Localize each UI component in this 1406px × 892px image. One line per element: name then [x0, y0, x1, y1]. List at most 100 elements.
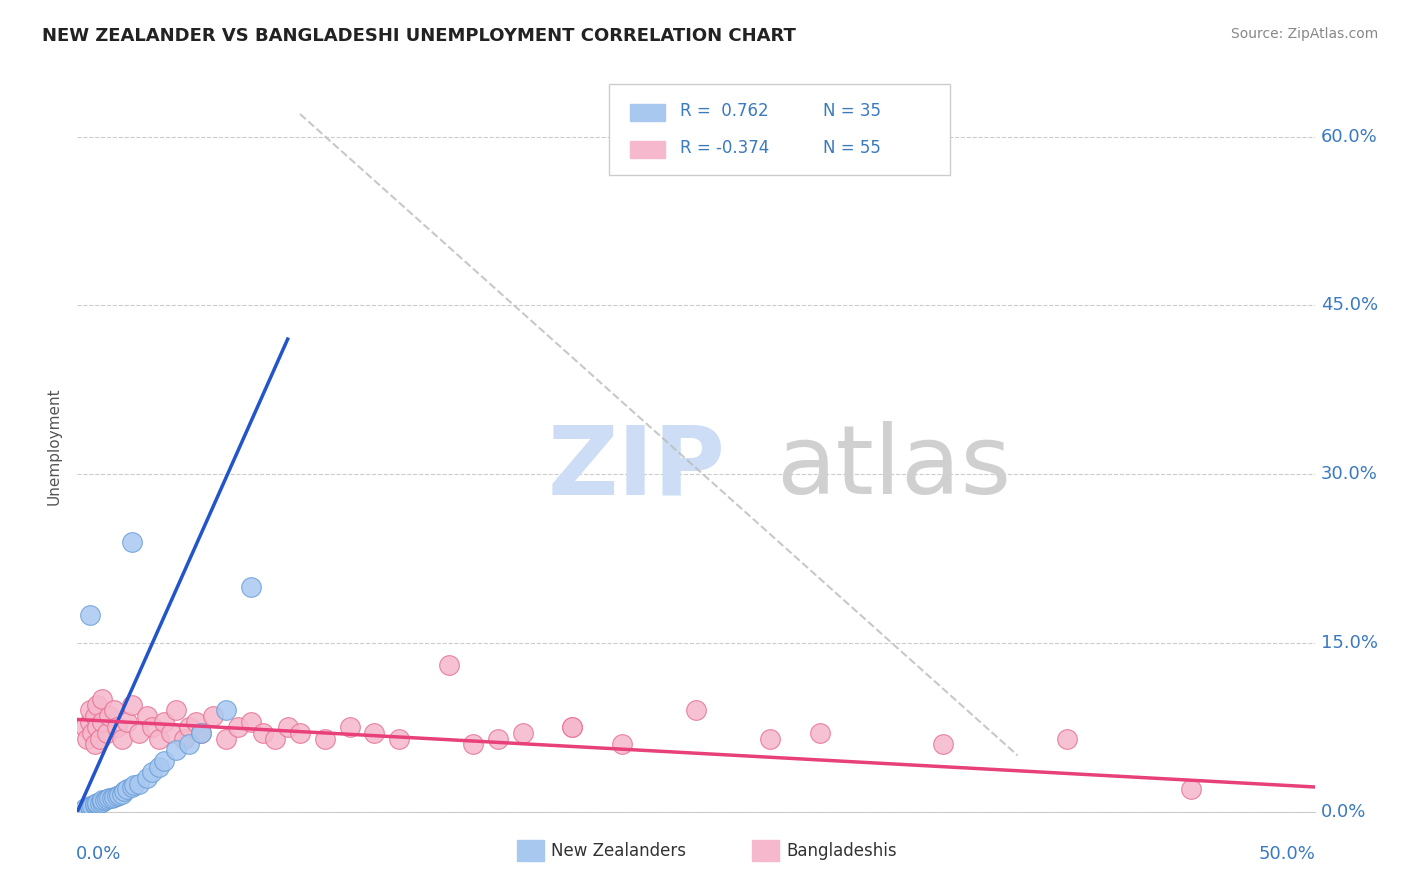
FancyBboxPatch shape: [609, 84, 949, 176]
Point: [91, 793, 114, 807]
Point: [86, 796, 108, 810]
Point: [86, 720, 108, 734]
Bar: [516, 839, 544, 862]
Point: [388, 731, 411, 746]
Point: [79, 799, 101, 814]
Point: [105, 789, 128, 803]
Point: [83, 737, 105, 751]
Point: [239, 580, 262, 594]
Text: 45.0%: 45.0%: [1320, 296, 1378, 314]
Point: [239, 714, 262, 729]
Point: [112, 784, 135, 798]
Point: [808, 726, 831, 740]
Text: N = 55: N = 55: [824, 139, 882, 157]
Point: [190, 726, 212, 740]
Point: [165, 703, 187, 717]
Point: [463, 737, 485, 751]
Point: [122, 778, 145, 792]
Point: [91, 714, 114, 729]
Text: 15.0%: 15.0%: [1320, 634, 1378, 652]
Point: [135, 709, 157, 723]
Point: [437, 658, 460, 673]
Point: [86, 797, 108, 811]
Point: [226, 720, 249, 734]
Text: Bangladeshis: Bangladeshis: [786, 842, 897, 860]
Text: Source: ZipAtlas.com: Source: ZipAtlas.com: [1230, 27, 1378, 41]
Point: [89, 796, 111, 810]
Point: [148, 760, 170, 774]
Point: [173, 731, 195, 746]
Text: New Zealanders: New Zealanders: [551, 842, 686, 860]
Point: [160, 726, 183, 740]
Point: [561, 720, 583, 734]
Point: [89, 731, 111, 746]
Point: [83, 797, 105, 812]
Point: [79, 714, 101, 729]
Point: [98, 709, 121, 723]
Point: [121, 534, 143, 549]
Point: [153, 714, 176, 729]
Point: [486, 731, 509, 746]
Point: [610, 737, 633, 751]
Point: [103, 790, 125, 805]
Bar: [630, 141, 665, 159]
Point: [512, 726, 534, 740]
Point: [202, 709, 225, 723]
Text: atlas: atlas: [776, 421, 1011, 515]
Text: NEW ZEALANDER VS BANGLADESHI UNEMPLOYMENT CORRELATION CHART: NEW ZEALANDER VS BANGLADESHI UNEMPLOYMEN…: [42, 27, 796, 45]
Point: [73, 801, 96, 815]
Point: [215, 731, 238, 746]
Point: [1180, 782, 1202, 797]
Text: 0.0%: 0.0%: [76, 845, 121, 863]
Point: [277, 720, 299, 734]
Point: [82, 799, 104, 814]
Point: [76, 731, 98, 746]
Point: [1056, 731, 1078, 746]
Text: R =  0.762: R = 0.762: [681, 103, 769, 120]
Point: [685, 703, 707, 717]
Point: [86, 698, 108, 712]
Point: [148, 731, 170, 746]
Point: [96, 726, 118, 740]
Point: [83, 797, 105, 811]
Point: [115, 782, 138, 797]
Point: [288, 726, 311, 740]
Point: [79, 607, 101, 622]
Point: [121, 780, 143, 794]
Point: [79, 800, 101, 814]
Point: [141, 765, 163, 780]
Text: 50.0%: 50.0%: [1258, 845, 1316, 863]
Point: [128, 726, 150, 740]
Point: [314, 731, 336, 746]
Text: R = -0.374: R = -0.374: [681, 139, 769, 157]
Text: ZIP: ZIP: [547, 421, 725, 515]
Point: [93, 793, 115, 807]
Point: [363, 726, 385, 740]
Point: [190, 726, 212, 740]
Point: [73, 720, 96, 734]
Point: [759, 731, 782, 746]
Point: [177, 737, 200, 751]
Point: [111, 787, 134, 801]
Point: [103, 703, 125, 717]
Point: [79, 703, 101, 717]
Point: [215, 703, 238, 717]
Point: [252, 726, 274, 740]
Point: [111, 731, 134, 746]
Point: [264, 731, 287, 746]
Text: 0.0%: 0.0%: [1320, 803, 1367, 821]
Text: 60.0%: 60.0%: [1320, 128, 1378, 145]
Bar: [630, 104, 665, 121]
Point: [91, 795, 114, 809]
Y-axis label: Unemployment: Unemployment: [46, 387, 62, 505]
Point: [98, 791, 121, 805]
Point: [177, 720, 200, 734]
Point: [101, 791, 124, 805]
Point: [932, 737, 955, 751]
Text: N = 35: N = 35: [824, 103, 882, 120]
Point: [135, 771, 157, 785]
Point: [91, 692, 114, 706]
Point: [96, 792, 118, 806]
Point: [83, 709, 105, 723]
Point: [184, 714, 207, 729]
